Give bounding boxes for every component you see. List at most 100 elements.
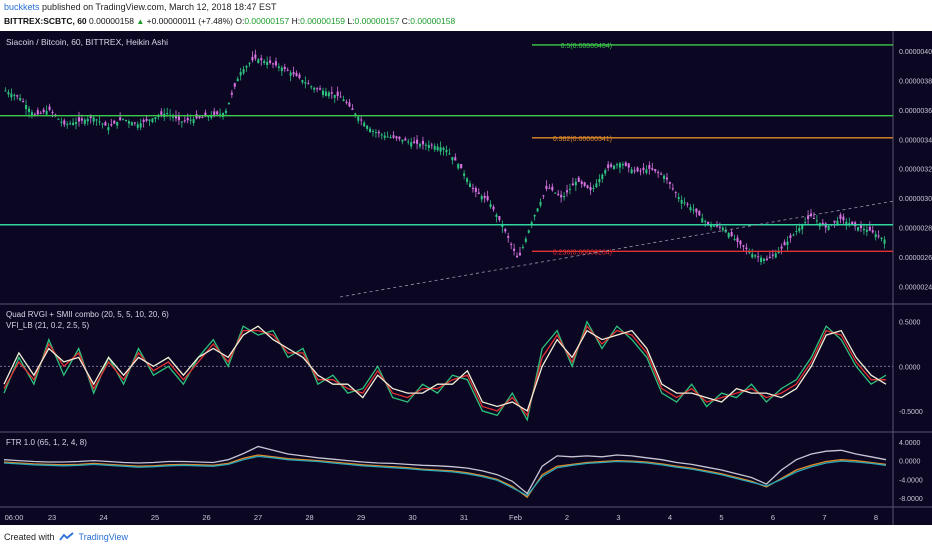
candle-body (757, 256, 760, 258)
candle-body (489, 204, 492, 207)
time-tick-label: 27 (254, 513, 262, 522)
candle-body (160, 111, 163, 115)
indicator-series-line (3, 454, 887, 499)
candle-body (257, 59, 260, 63)
candle-body (83, 119, 86, 124)
candle-body (274, 61, 277, 66)
low-label: L: (347, 16, 355, 26)
candle-body (324, 91, 327, 96)
candle-body (286, 69, 289, 71)
candle-body (795, 231, 798, 233)
candle-body (86, 118, 89, 122)
candle-body (48, 106, 51, 110)
candle-body (692, 209, 695, 211)
time-tick-label: 24 (99, 513, 107, 522)
candle-body (254, 54, 257, 59)
candle-body (589, 187, 592, 191)
candle-body (815, 220, 818, 222)
level-label: 0.5(0.00000404) (561, 43, 612, 50)
open-label: O: (235, 16, 245, 26)
candle-body (4, 90, 7, 92)
candle-body (327, 92, 330, 97)
candle-body (216, 111, 219, 115)
candle-body (754, 255, 757, 257)
candle-body (19, 98, 22, 101)
candle-body (295, 72, 298, 77)
candle-body (704, 221, 707, 223)
candle-body (245, 66, 248, 68)
candle-body (468, 183, 472, 188)
candle-body (648, 165, 651, 169)
candle-body (671, 188, 674, 190)
symbol-label: BITTREX:SCBTC, 60 (4, 16, 87, 26)
candle-body (33, 114, 36, 116)
candle-body (762, 258, 766, 262)
candle-body (457, 164, 460, 169)
candle-body (510, 243, 513, 245)
candle-body (542, 195, 545, 197)
candle-body (210, 115, 213, 118)
indicator-tick-label: -0.5000 (899, 409, 923, 416)
indicator-series-line (3, 445, 887, 495)
candle-body (636, 167, 639, 172)
candle-body (351, 108, 354, 110)
candle-body (148, 119, 151, 121)
candle-body (598, 179, 601, 183)
candle-body (116, 121, 119, 126)
indicator-tick-label: 4.0000 (899, 440, 921, 447)
candle-body (395, 136, 398, 139)
author-link[interactable]: buckkets (4, 2, 40, 12)
publish-text: published on TradingView.com, March 12, … (42, 2, 277, 12)
candle-body (104, 122, 107, 126)
candle-body (848, 223, 851, 225)
candle-body (416, 139, 419, 144)
candle-body (730, 231, 733, 237)
candle-body (22, 101, 25, 103)
candle-body (292, 72, 295, 75)
candle-body (186, 118, 189, 121)
time-tick-label: 31 (460, 513, 468, 522)
candle-body (877, 235, 880, 237)
candle-body (95, 119, 98, 121)
time-tick-label: 4 (668, 513, 672, 522)
candle-body (565, 190, 569, 193)
candle-body (768, 256, 771, 259)
candle-body (383, 135, 386, 138)
candle-body (574, 181, 577, 186)
candle-body (207, 116, 210, 118)
candle-body (27, 108, 31, 113)
candle-body (230, 92, 233, 95)
candle-body (177, 115, 180, 121)
candle-body (498, 216, 501, 221)
price-change: +0.00000011 (+7.48%) (146, 16, 233, 26)
candle-body (280, 67, 283, 72)
candle-body (25, 105, 28, 110)
candle-body (348, 102, 351, 107)
candle-body (568, 188, 571, 190)
chart-title: Siacoin / Bitcoin, 60, BITTREX, Heikin A… (6, 37, 168, 47)
candle-body (122, 118, 125, 120)
candle-body (448, 153, 451, 155)
candle-body (680, 200, 683, 204)
tradingview-brand[interactable]: TradingView (78, 532, 129, 542)
indicator-tick-label: -8.0000 (899, 496, 923, 503)
candle-body (689, 207, 692, 211)
candle-body (201, 117, 204, 119)
candle-body (63, 120, 66, 125)
indicator-series-line (3, 455, 887, 497)
candle-body (483, 195, 486, 199)
candle-body (227, 102, 230, 105)
indicator-tick-label: 0.0000 (899, 459, 921, 466)
candle-body (742, 245, 745, 247)
candle-body (471, 187, 474, 189)
candle-body (580, 181, 583, 184)
candle-body (77, 117, 80, 122)
candle-body (157, 116, 160, 118)
time-tick-label: 06:00 (5, 513, 24, 522)
